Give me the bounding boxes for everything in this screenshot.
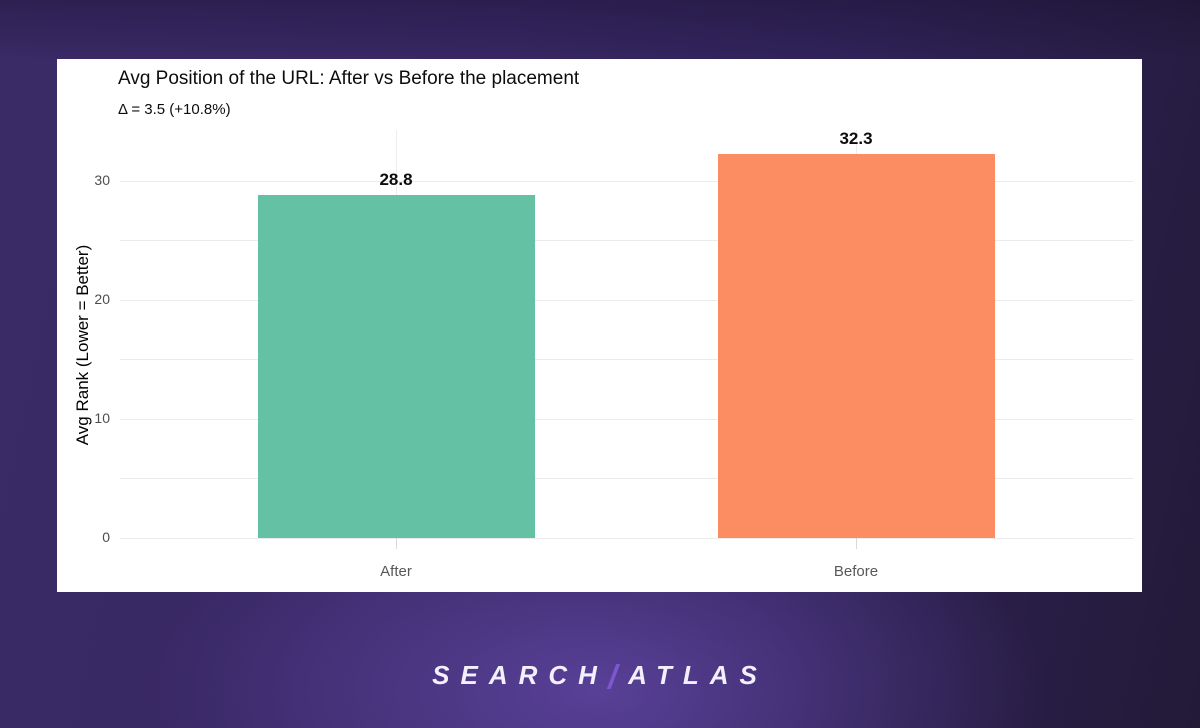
y-tick-label-30: 30: [94, 172, 110, 189]
x-tick-mark-before: [855, 538, 857, 549]
chart-subtitle: Δ = 3.5 (+10.8%): [118, 101, 231, 118]
x-tick-label-after: After: [380, 563, 412, 580]
gridline-y-0: [120, 537, 1133, 539]
bar-value-label-after: 28.8: [379, 170, 413, 190]
y-tick-label-10: 10: [94, 410, 110, 427]
bar-after: [257, 195, 535, 538]
gridline-y-5: [120, 478, 1133, 480]
plot-area: 28.8 After 32.3 Before 0 10 20 30: [94, 128, 1133, 580]
gridline-y-20: [120, 299, 1133, 301]
gridline-y-10: [120, 418, 1133, 420]
gridline-y-30: [120, 180, 1133, 182]
bar-value-label-before: 32.3: [839, 128, 873, 148]
logo-text-atlas: ATLAS: [628, 660, 768, 690]
gridline-y-25: [120, 240, 1133, 242]
x-tick-label-before: Before: [833, 563, 879, 580]
bar-before: [717, 153, 995, 538]
y-tick-label-20: 20: [94, 291, 110, 308]
chart-title: Avg Position of the URL: After vs Before…: [118, 68, 580, 89]
logo-slash-icon: /: [607, 658, 629, 695]
gridline-y-15: [120, 359, 1133, 361]
chart-card: Avg Position of the URL: After vs Before…: [57, 59, 1142, 592]
x-tick-mark-after: [395, 538, 397, 549]
logo-text-search: SEARCH: [432, 660, 608, 690]
searchatlas-logo: SEARCH/ATLAS: [0, 658, 1200, 696]
y-tick-label-0: 0: [102, 529, 110, 545]
